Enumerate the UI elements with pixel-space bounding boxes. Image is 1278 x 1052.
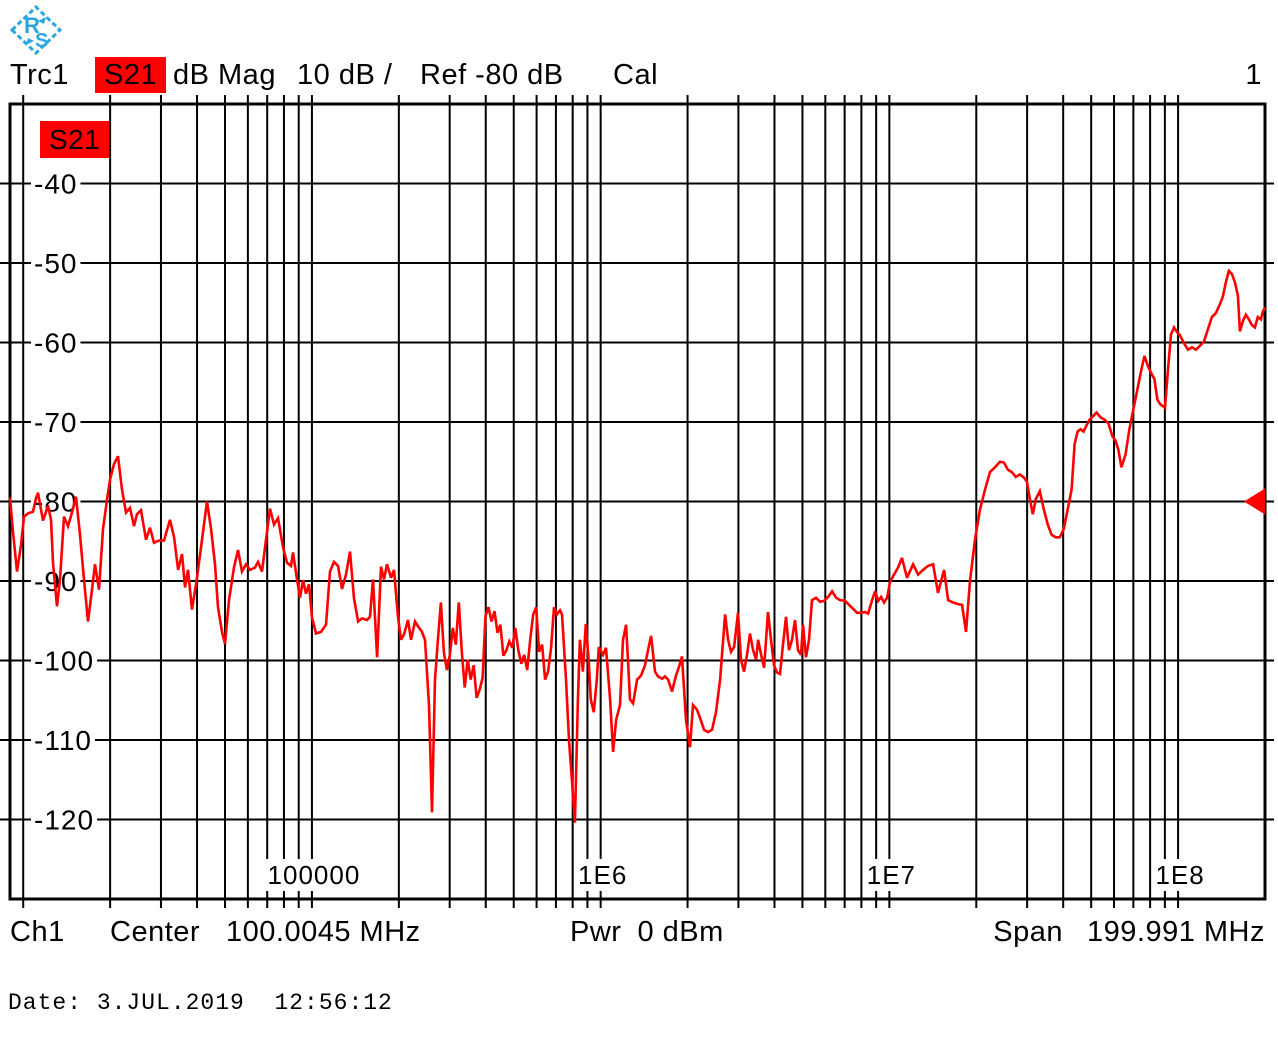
center-value[interactable]: 100.0045 MHz bbox=[226, 916, 421, 948]
cal-status: Cal bbox=[613, 59, 659, 91]
ref-level-marker[interactable] bbox=[1244, 488, 1265, 515]
x-axis-label: 1E6 bbox=[578, 860, 627, 890]
source-power[interactable]: Pwr 0 dBm bbox=[570, 914, 724, 950]
center-label: Center bbox=[110, 916, 201, 948]
power-value[interactable]: 0 dBm bbox=[637, 916, 724, 948]
y-axis-label: -120 bbox=[34, 805, 94, 836]
power-label: Pwr bbox=[570, 916, 622, 948]
svg-text:S: S bbox=[35, 30, 48, 52]
y-axis-label: -60 bbox=[34, 328, 77, 359]
trace-format[interactable]: dB Mag bbox=[173, 59, 276, 91]
x-axis-label: 1E8 bbox=[1155, 860, 1204, 890]
trace-reference[interactable]: Ref -80 dB bbox=[420, 59, 564, 91]
trace-s21 bbox=[8, 268, 1267, 823]
trace-param-badge[interactable]: S21 bbox=[95, 57, 167, 93]
date-time-status: Date: 3.JUL.2019 12:56:12 bbox=[8, 990, 393, 1016]
x-axis-label: 100000 bbox=[268, 860, 361, 890]
svg-text:R: R bbox=[24, 13, 40, 38]
y-axis-label: -100 bbox=[34, 646, 94, 677]
y-axis-label: -40 bbox=[34, 169, 77, 200]
span-frequency[interactable]: Span 199.991 MHz bbox=[993, 914, 1265, 950]
rohde-schwarz-logo: R S bbox=[8, 3, 64, 62]
window-number: 1 bbox=[1245, 59, 1262, 91]
trace-name-badge[interactable]: S21 bbox=[40, 121, 110, 158]
span-label: Span bbox=[993, 916, 1063, 948]
trace-label: Trc1 bbox=[10, 59, 69, 91]
y-axis-label: -110 bbox=[34, 725, 92, 756]
x-axis-labels: 100000 1E6 1E7 1E8 bbox=[264, 859, 1208, 891]
channel-label: Ch1 bbox=[10, 916, 65, 948]
span-value[interactable]: 199.991 MHz bbox=[1087, 916, 1265, 948]
y-axis-labels: -40-50-60-70-80-90-100-110-120 bbox=[31, 167, 98, 837]
y-axis-label: -70 bbox=[34, 407, 77, 438]
grid bbox=[0, 95, 1274, 908]
center-frequency[interactable]: Center 100.0045 MHz bbox=[110, 914, 421, 950]
y-axis-label: -50 bbox=[34, 248, 77, 279]
x-axis-label: 1E7 bbox=[867, 860, 916, 890]
trace-scale[interactable]: 10 dB / bbox=[297, 59, 393, 91]
